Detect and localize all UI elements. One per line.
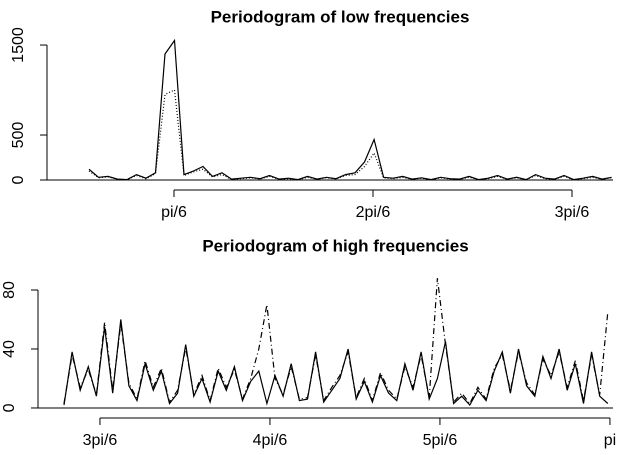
x-tick-label: pi (604, 432, 616, 449)
series-line (88, 38, 612, 181)
y-tick-label: 0 (10, 175, 27, 184)
y-tick-label: 1500 (10, 27, 27, 63)
y-tick-label: 40 (1, 340, 18, 358)
chart-title: Periodogram of low frequencies (211, 7, 470, 26)
x-tick-label: pi/6 (161, 204, 187, 221)
x-tick-label: 4pi/6 (253, 432, 288, 449)
series-line (63, 319, 609, 407)
chart-title: Periodogram of high frequencies (202, 236, 468, 255)
y-tick-label: 80 (1, 281, 18, 299)
series-line (88, 89, 612, 181)
x-tick-label: 3pi/6 (83, 432, 118, 449)
x-tick-label: 2pi/6 (356, 204, 391, 221)
series-line (63, 278, 609, 405)
x-tick-label: 5pi/6 (423, 432, 458, 449)
y-tick-label: 500 (10, 122, 27, 149)
x-tick-label: 3pi/6 (555, 204, 590, 221)
y-tick-label: 0 (1, 403, 18, 412)
